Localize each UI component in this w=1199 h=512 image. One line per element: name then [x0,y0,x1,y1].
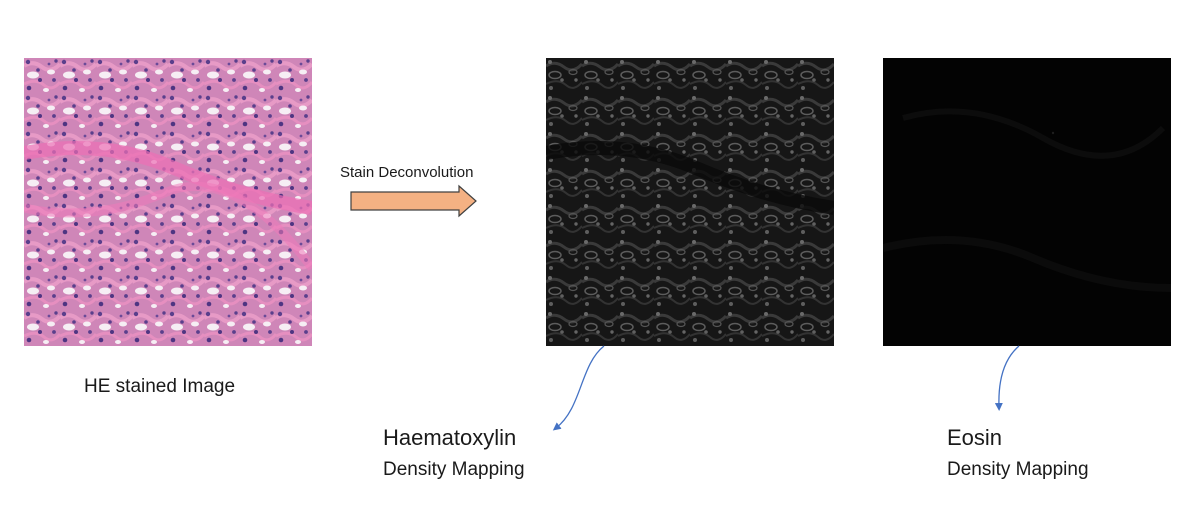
haematoxylin-title: Haematoxylin [383,425,517,450]
haematoxylin-subtitle: Density Mapping [383,459,525,480]
haematoxylin-callout-arrow [552,345,605,431]
he-stained-image [24,58,312,346]
stain-deconvolution-arrow [350,184,477,218]
eosin-subtitle: Density Mapping [947,459,1089,480]
process-label: Stain Deconvolution [340,164,474,181]
haematoxylin-density-map [546,58,834,346]
eosin-density-map [883,58,1171,346]
eosin-callout-arrow [994,345,1020,411]
he-image-caption: HE stained Image [84,376,236,397]
eosin-title: Eosin [947,425,1003,450]
